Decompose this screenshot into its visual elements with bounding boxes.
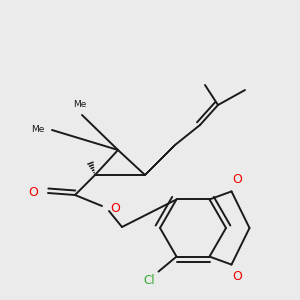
Polygon shape xyxy=(145,145,175,175)
Text: O: O xyxy=(28,187,38,200)
Text: O: O xyxy=(110,202,120,215)
Text: O: O xyxy=(232,173,242,186)
Text: Me: Me xyxy=(73,100,87,109)
Text: Cl: Cl xyxy=(144,274,155,286)
Text: Me: Me xyxy=(31,125,44,134)
Text: O: O xyxy=(232,270,242,283)
